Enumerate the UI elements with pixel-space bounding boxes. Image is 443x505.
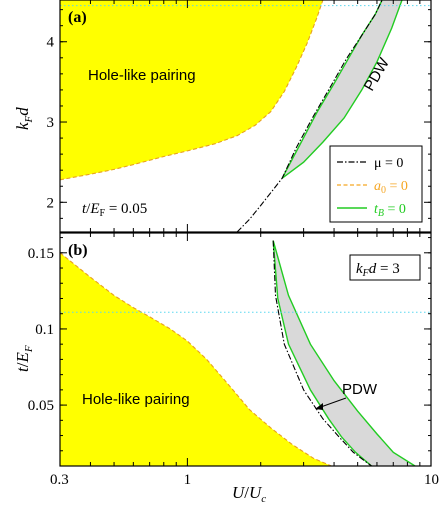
- y-tick-label-a: 2: [47, 195, 55, 211]
- param-label-b: kFd = 3: [356, 261, 400, 279]
- legend-mu-label: μ = 0: [374, 156, 403, 171]
- param-label-a: t/EF = 0.05: [82, 201, 147, 219]
- pdw-arrow-head: [315, 403, 323, 410]
- pdw-region-b: [273, 240, 415, 466]
- region-label-pdw-b: PDW: [342, 381, 378, 398]
- hole-like-region-b: [60, 252, 332, 466]
- legend-a0-label: a0 = 0: [374, 179, 408, 196]
- y-tick-label-b: 0.15: [28, 246, 54, 262]
- panel-b: 0.050.10.150.3 1 10 (b) Hole-like pairing …: [13, 232, 439, 505]
- y-axis-label-a: kFd: [13, 107, 35, 130]
- y-tick-label-a: 3: [47, 115, 55, 131]
- panel-b-frame: [59, 232, 432, 467]
- x-tick-label: 10: [424, 472, 439, 488]
- y-tick-label-a: 4: [47, 35, 55, 51]
- y-tick-label-b: 0.1: [35, 322, 54, 338]
- tB-boundary-lower-a: [281, 0, 403, 179]
- tB-boundary-upper-b: [272, 240, 416, 466]
- x-tick-label: 0.3: [50, 472, 69, 488]
- panel-a-frame: [59, 0, 432, 233]
- mu-zero-line-b: [272, 240, 372, 466]
- mu-zero-line-a: [236, 0, 383, 232]
- tB-boundary-lower-b: [272, 240, 372, 466]
- region-label-hole-like-b: Hole-like pairing: [82, 391, 190, 408]
- hole-like-region-a: [60, 0, 323, 180]
- legend-box: [329, 145, 423, 223]
- param-label-b-box: [349, 254, 421, 281]
- y-tick-label-b: 0.05: [28, 398, 54, 414]
- a0-boundary-a: [60, 0, 324, 181]
- panel-a-label: (a): [68, 9, 87, 26]
- panel-b-label: (b): [68, 242, 88, 259]
- legend: μ = 0 a0 = 0 tB = 0: [329, 145, 423, 223]
- pdw-region-a: [282, 0, 402, 179]
- x-tick-label: 1: [184, 472, 192, 488]
- y-axis-label-b: t/EF: [13, 345, 35, 372]
- a0-boundary-b: [60, 252, 332, 466]
- region-label-hole-like-a: Hole-like pairing: [88, 67, 196, 84]
- panel-a: 234 (a) Hole-like pairing PDW t/EF = 0.0…: [13, 0, 432, 233]
- legend-tB-label: tB = 0: [374, 202, 406, 219]
- x-axis-label: U/Uc: [232, 483, 266, 505]
